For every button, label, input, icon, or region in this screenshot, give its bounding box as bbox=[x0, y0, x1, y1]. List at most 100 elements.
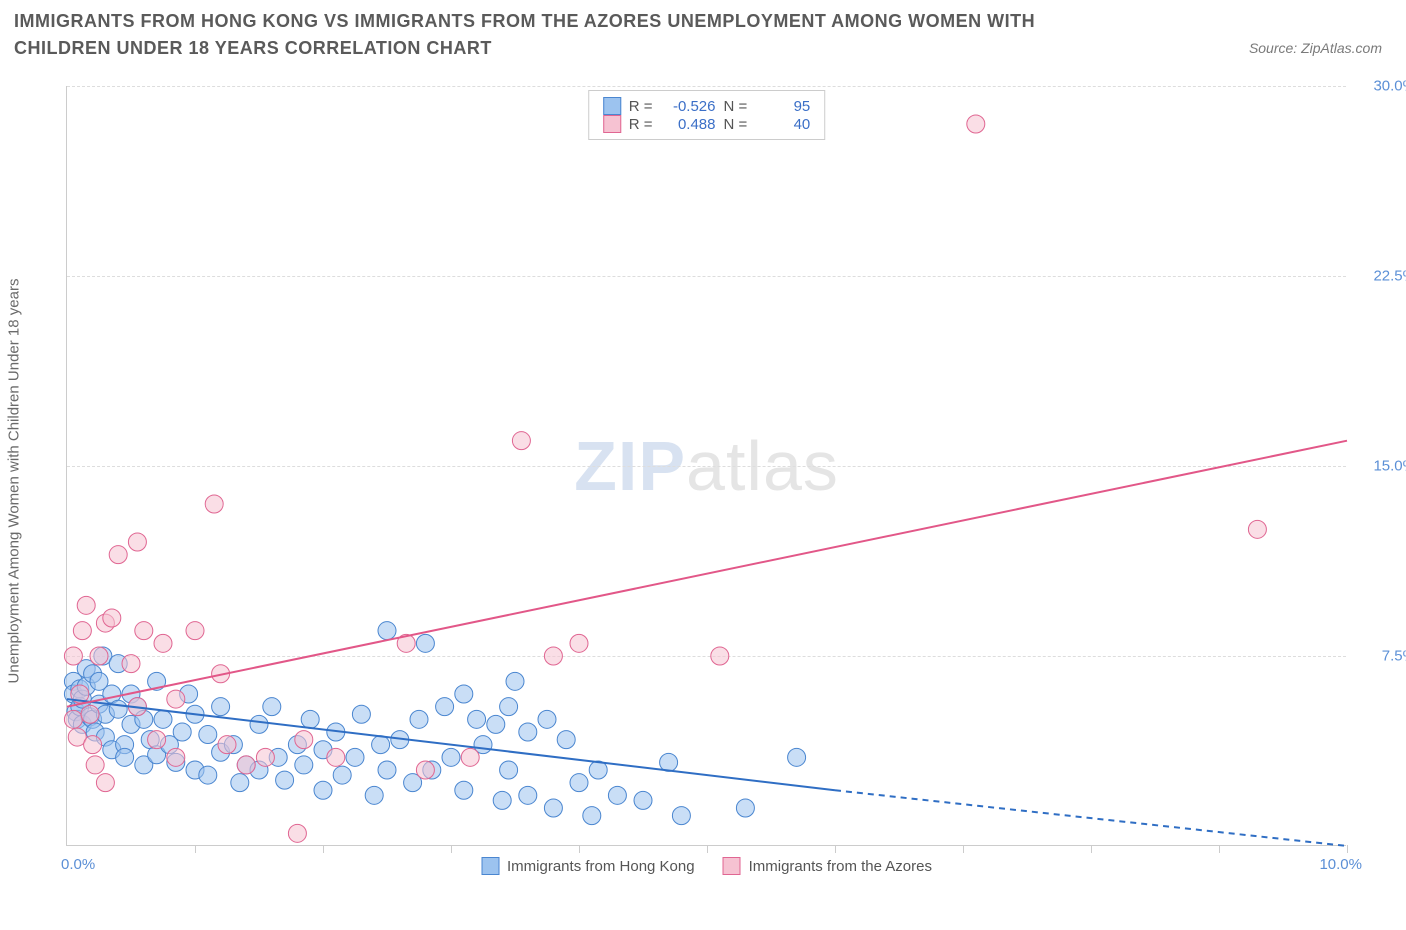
scatter-point bbox=[301, 710, 319, 728]
scatter-point bbox=[263, 698, 281, 716]
stats-r-value-hk: -0.526 bbox=[661, 98, 716, 115]
scatter-point bbox=[77, 596, 95, 614]
scatter-point bbox=[64, 710, 82, 728]
stats-r-label-az: R = bbox=[629, 116, 653, 133]
scatter-point bbox=[500, 761, 518, 779]
scatter-point bbox=[660, 753, 678, 771]
scatter-point bbox=[186, 622, 204, 640]
scatter-point bbox=[608, 786, 626, 804]
scatter-point bbox=[237, 756, 255, 774]
scatter-point bbox=[736, 799, 754, 817]
x-tick bbox=[195, 845, 196, 853]
scatter-point bbox=[967, 115, 985, 133]
scatter-point bbox=[167, 690, 185, 708]
scatter-point bbox=[461, 748, 479, 766]
scatter-point bbox=[81, 705, 99, 723]
scatter-point bbox=[154, 634, 172, 652]
scatter-point bbox=[538, 710, 556, 728]
y-axis-label: Unemployment Among Women with Children U… bbox=[6, 279, 23, 684]
scatter-point bbox=[436, 698, 454, 716]
scatter-point bbox=[634, 791, 652, 809]
scatter-point bbox=[64, 647, 82, 665]
legend-label-az: Immigrants from the Azores bbox=[749, 858, 932, 875]
legend-bottom: Immigrants from Hong Kong Immigrants fro… bbox=[481, 857, 932, 875]
stats-r-label-hk: R = bbox=[629, 98, 653, 115]
scatter-point bbox=[109, 546, 127, 564]
scatter-point bbox=[672, 807, 690, 825]
scatter-point bbox=[276, 771, 294, 789]
scatter-point bbox=[73, 622, 91, 640]
legend-swatch-hk bbox=[481, 857, 499, 875]
scatter-point bbox=[218, 736, 236, 754]
x-axis-max-label: 10.0% bbox=[1319, 856, 1362, 873]
stats-row-az: R = 0.488 N = 40 bbox=[603, 115, 811, 133]
scatter-point bbox=[570, 774, 588, 792]
scatter-point bbox=[295, 756, 313, 774]
scatter-point bbox=[519, 786, 537, 804]
y-tick-label: 22.5% bbox=[1373, 268, 1406, 285]
scatter-point bbox=[468, 710, 486, 728]
scatter-point bbox=[487, 715, 505, 733]
scatter-point bbox=[314, 781, 332, 799]
x-tick bbox=[1091, 845, 1092, 853]
scatter-point bbox=[103, 609, 121, 627]
scatter-point bbox=[231, 774, 249, 792]
scatter-point bbox=[583, 807, 601, 825]
y-tick-label: 15.0% bbox=[1373, 458, 1406, 475]
scatter-point bbox=[154, 710, 172, 728]
stats-row-hk: R = -0.526 N = 95 bbox=[603, 97, 811, 115]
swatch-az bbox=[603, 115, 621, 133]
scatter-point bbox=[410, 710, 428, 728]
scatter-point bbox=[205, 495, 223, 513]
scatter-point bbox=[86, 756, 104, 774]
scatter-point bbox=[500, 698, 518, 716]
x-tick bbox=[1219, 845, 1220, 853]
y-tick-label: 30.0% bbox=[1373, 78, 1406, 95]
scatter-point bbox=[512, 432, 530, 450]
swatch-hk bbox=[603, 97, 621, 115]
stats-r-value-az: 0.488 bbox=[661, 116, 716, 133]
scatter-point bbox=[557, 731, 575, 749]
scatter-point bbox=[128, 533, 146, 551]
scatter-point bbox=[1248, 520, 1266, 538]
x-tick bbox=[451, 845, 452, 853]
source-citation: Source: ZipAtlas.com bbox=[1249, 40, 1382, 56]
scatter-point bbox=[84, 736, 102, 754]
scatter-point bbox=[288, 824, 306, 842]
plot-area: ZIPatlas 7.5%15.0%22.5%30.0% R = -0.526 … bbox=[66, 86, 1346, 846]
scatter-point bbox=[416, 761, 434, 779]
stats-n-value-az: 40 bbox=[755, 116, 810, 133]
scatter-point bbox=[506, 672, 524, 690]
scatter-point bbox=[788, 748, 806, 766]
scatter-point bbox=[711, 647, 729, 665]
x-tick bbox=[323, 845, 324, 853]
stats-n-label-az: N = bbox=[724, 116, 748, 133]
scatter-point bbox=[212, 698, 230, 716]
legend-item-hk: Immigrants from Hong Kong bbox=[481, 857, 695, 875]
scatter-point bbox=[455, 781, 473, 799]
scatter-point bbox=[135, 622, 153, 640]
scatter-point bbox=[199, 766, 217, 784]
scatter-point bbox=[96, 774, 114, 792]
chart-container: Unemployment Among Women with Children U… bbox=[54, 86, 1392, 876]
scatter-point bbox=[109, 700, 127, 718]
scatter-point bbox=[378, 622, 396, 640]
scatter-point bbox=[346, 748, 364, 766]
scatter-point bbox=[519, 723, 537, 741]
y-tick-label: 7.5% bbox=[1382, 648, 1406, 665]
scatter-point bbox=[455, 685, 473, 703]
scatter-point bbox=[250, 715, 268, 733]
x-axis-min-label: 0.0% bbox=[61, 856, 95, 873]
trend-line bbox=[67, 441, 1347, 707]
scatter-point bbox=[378, 761, 396, 779]
stats-n-label-hk: N = bbox=[724, 98, 748, 115]
scatter-point bbox=[493, 791, 511, 809]
x-tick bbox=[835, 845, 836, 853]
scatter-point bbox=[544, 799, 562, 817]
scatter-point bbox=[416, 634, 434, 652]
x-tick bbox=[579, 845, 580, 853]
scatter-point bbox=[333, 766, 351, 784]
scatter-point bbox=[199, 726, 217, 744]
scatter-point bbox=[148, 731, 166, 749]
x-tick bbox=[963, 845, 964, 853]
